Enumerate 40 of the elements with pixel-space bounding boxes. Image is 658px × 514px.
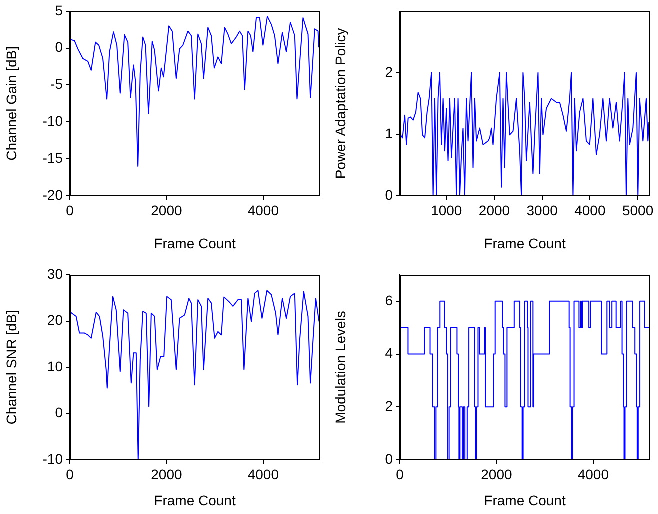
y-tick-label: -15: [42, 150, 64, 166]
y-tick-label: 10: [47, 358, 64, 374]
y-tick-label: -20: [42, 186, 64, 203]
y-axis-title: Channel Gain [dB]: [3, 46, 20, 161]
y-tick-label: 0: [385, 186, 394, 203]
x-axis-title: Frame Count: [484, 492, 566, 508]
x-tick-label: 4000: [248, 466, 280, 482]
y-tick-label: 0: [55, 39, 64, 56]
x-axis-title: Frame Count: [154, 492, 236, 508]
y-tick-label: -5: [50, 76, 64, 92]
x-tick-label: 4000: [574, 202, 606, 218]
y-tick-label: 0: [385, 450, 394, 467]
x-tick-label: 1000: [431, 202, 462, 218]
x-tick-label: 0: [66, 466, 74, 482]
y-tick-label: 20: [47, 312, 64, 328]
y-tick-label: 2: [385, 64, 394, 80]
y-axis-title: Modulation Levels: [332, 311, 348, 424]
y-axis-title: Power Adaptation Policy: [332, 28, 348, 180]
y-tick-label: 2: [385, 398, 394, 414]
x-tick-label: 2000: [478, 202, 510, 218]
y-tick-label: 30: [47, 266, 64, 282]
y-tick-label: -10: [42, 113, 64, 130]
y-tick-label: 1: [385, 125, 394, 142]
y-tick-label: 4: [385, 345, 394, 362]
x-tick-label: 4000: [578, 466, 610, 482]
y-tick-label: 5: [55, 2, 64, 18]
y-tick-label: 6: [385, 292, 394, 308]
y-tick-label: 0: [55, 404, 64, 421]
x-tick-label: 4000: [248, 202, 280, 218]
x-tick-label: 2000: [151, 202, 182, 218]
x-tick-label: 5000: [622, 202, 654, 218]
x-tick-label: 2000: [151, 466, 182, 482]
x-axis-title: Frame Count: [154, 235, 236, 252]
x-tick-label: 0: [66, 202, 74, 218]
x-tick-label: 3000: [526, 202, 558, 218]
x-axis-title: Frame Count: [484, 235, 566, 252]
x-tick-label: 2000: [481, 466, 512, 482]
x-tick-label: 0: [396, 466, 404, 482]
y-axis-title: Channel SNR [dB]: [3, 310, 20, 425]
y-tick-label: -10: [42, 450, 64, 467]
